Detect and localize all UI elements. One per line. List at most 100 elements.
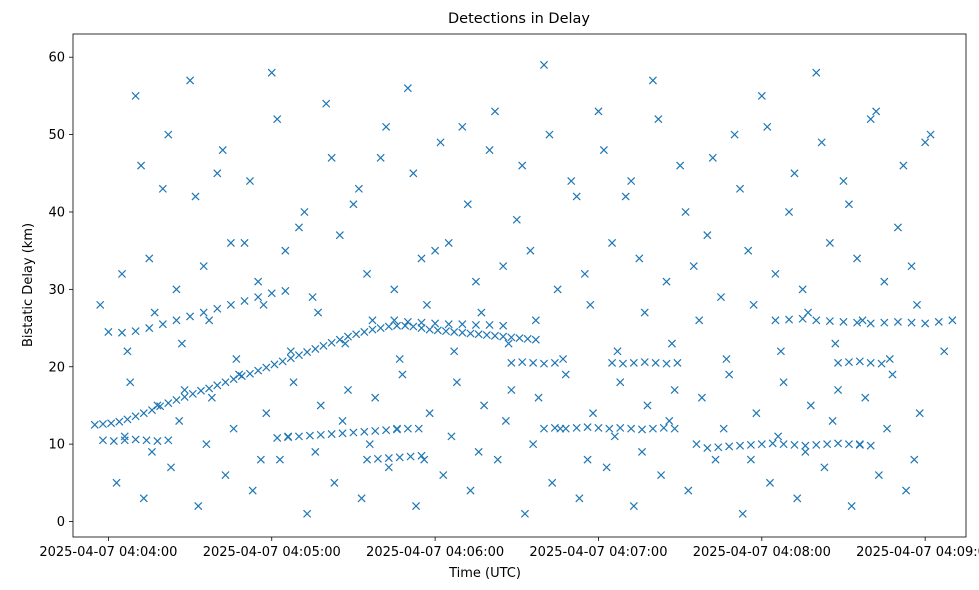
data-point bbox=[403, 317, 412, 326]
data-point bbox=[714, 443, 723, 452]
data-point bbox=[205, 316, 214, 325]
data-point bbox=[518, 161, 527, 170]
data-point bbox=[363, 455, 372, 464]
data-point bbox=[172, 316, 181, 325]
data-point bbox=[153, 401, 162, 410]
data-point bbox=[294, 351, 303, 360]
data-point bbox=[398, 370, 407, 379]
data-point bbox=[450, 327, 459, 336]
data-point bbox=[186, 312, 195, 321]
data-point bbox=[499, 332, 508, 341]
data-point bbox=[637, 425, 647, 434]
data-point bbox=[725, 442, 734, 451]
data-point bbox=[793, 494, 802, 503]
data-point bbox=[583, 423, 592, 432]
data-point bbox=[866, 441, 875, 450]
data-point bbox=[926, 130, 935, 139]
data-point bbox=[839, 317, 848, 326]
data-point bbox=[330, 478, 339, 487]
data-point bbox=[120, 432, 129, 441]
data-point bbox=[866, 319, 875, 328]
data-point bbox=[834, 358, 843, 367]
data-point bbox=[338, 429, 347, 438]
data-point bbox=[139, 409, 148, 418]
data-point bbox=[831, 339, 840, 348]
data-point bbox=[150, 308, 159, 317]
x-tick-label: 2025-04-07 04:08:00 bbox=[693, 545, 831, 560]
data-point bbox=[779, 378, 788, 387]
data-point bbox=[703, 443, 712, 453]
data-point bbox=[131, 327, 140, 336]
data-point bbox=[158, 184, 167, 193]
data-point bbox=[240, 296, 249, 306]
x-tick-label: 2025-04-07 04:09:00 bbox=[856, 545, 979, 560]
data-point bbox=[774, 432, 783, 441]
data-point bbox=[439, 471, 448, 480]
data-point bbox=[96, 300, 105, 309]
data-point bbox=[885, 354, 894, 364]
data-point bbox=[883, 424, 892, 433]
data-point bbox=[300, 207, 309, 217]
data-point bbox=[392, 424, 402, 433]
data-point bbox=[275, 455, 284, 464]
data-point bbox=[390, 285, 399, 294]
data-point bbox=[692, 440, 701, 449]
y-tick-label: 0 bbox=[57, 515, 65, 530]
data-point bbox=[482, 331, 491, 340]
data-point bbox=[490, 107, 500, 116]
data-point bbox=[474, 330, 483, 339]
data-point bbox=[640, 308, 649, 317]
data-point bbox=[893, 317, 902, 326]
data-point bbox=[425, 409, 434, 418]
data-point bbox=[866, 115, 875, 124]
y-axis-title: Bistatic Delay (km) bbox=[21, 223, 36, 347]
data-point bbox=[273, 433, 282, 442]
data-point bbox=[458, 320, 467, 329]
data-point bbox=[267, 68, 276, 77]
data-point bbox=[616, 378, 625, 387]
data-point bbox=[586, 300, 595, 309]
data-point bbox=[752, 409, 761, 418]
data-point bbox=[382, 122, 391, 131]
data-point bbox=[512, 215, 521, 224]
data-point bbox=[373, 454, 382, 463]
data-point bbox=[572, 192, 581, 201]
data-point bbox=[880, 318, 889, 327]
data-point bbox=[618, 359, 627, 368]
data-point bbox=[207, 393, 216, 402]
data-point bbox=[507, 358, 516, 367]
data-point bbox=[676, 161, 685, 170]
data-point bbox=[662, 359, 671, 368]
data-point bbox=[610, 432, 619, 441]
data-point bbox=[145, 254, 154, 263]
data-point bbox=[137, 161, 146, 170]
data-point bbox=[172, 396, 181, 405]
data-point bbox=[539, 60, 549, 69]
data-point bbox=[616, 423, 625, 432]
data-point bbox=[520, 509, 529, 518]
data-point bbox=[294, 432, 303, 441]
data-point bbox=[180, 392, 189, 401]
data-point bbox=[817, 138, 826, 147]
data-point bbox=[466, 329, 475, 338]
data-point bbox=[281, 246, 290, 255]
data-point bbox=[262, 409, 271, 418]
data-point bbox=[518, 358, 527, 367]
data-point bbox=[245, 177, 254, 186]
data-point bbox=[98, 419, 107, 429]
data-point bbox=[507, 333, 516, 342]
data-point bbox=[627, 424, 636, 433]
data-point bbox=[504, 339, 513, 348]
data-point bbox=[436, 138, 445, 147]
data-point bbox=[450, 347, 459, 356]
data-point bbox=[749, 300, 758, 309]
data-point bbox=[738, 509, 747, 518]
data-point bbox=[120, 436, 129, 445]
data-point bbox=[441, 327, 451, 336]
x-tick-label: 2025-04-07 04:07:00 bbox=[529, 545, 667, 560]
data-point bbox=[444, 320, 453, 329]
data-point bbox=[226, 238, 235, 247]
data-point bbox=[844, 358, 853, 367]
data-point bbox=[311, 344, 320, 353]
data-point bbox=[921, 319, 930, 328]
